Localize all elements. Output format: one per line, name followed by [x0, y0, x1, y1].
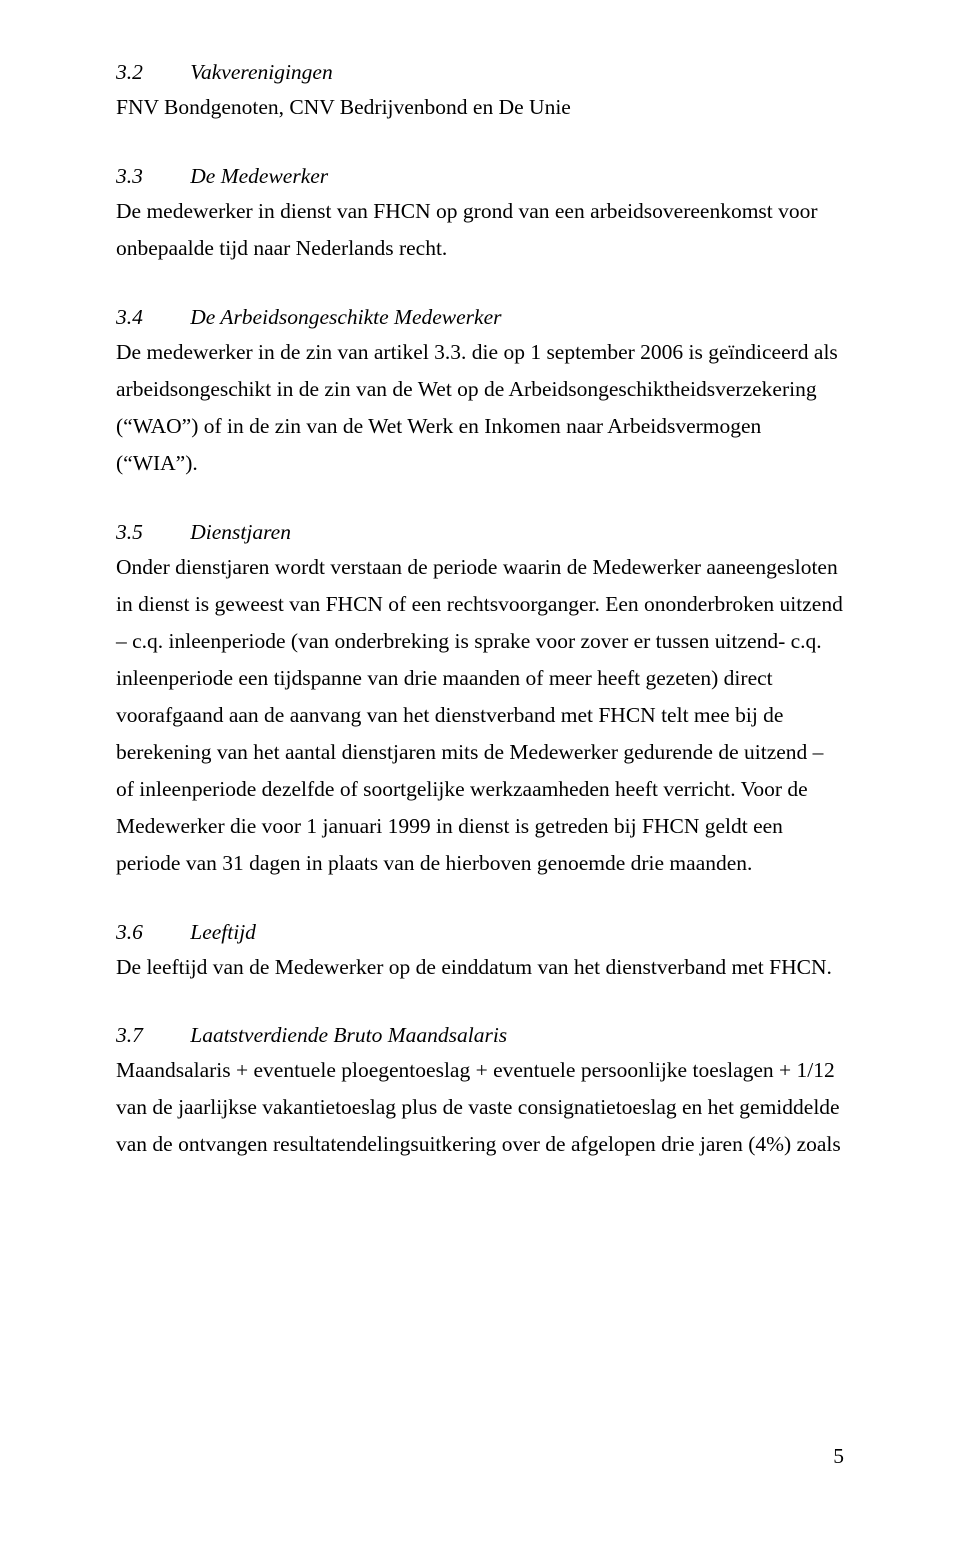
section-number: 3.7	[116, 1023, 143, 1047]
section-heading: 3.7 Laatstverdiende Bruto Maandsalaris	[116, 1023, 844, 1048]
section-3-7: 3.7 Laatstverdiende Bruto Maandsalaris M…	[116, 1023, 844, 1163]
section-body: De medewerker in dienst van FHCN op gron…	[116, 193, 844, 267]
section-title: De Arbeidsongeschikte Medewerker	[190, 305, 501, 329]
section-3-3: 3.3 De Medewerker De medewerker in diens…	[116, 164, 844, 267]
section-body: De medewerker in de zin van artikel 3.3.…	[116, 334, 844, 482]
section-title: Leeftijd	[190, 920, 256, 944]
section-title: Laatstverdiende Bruto Maandsalaris	[190, 1023, 507, 1047]
section-body: Onder dienstjaren wordt verstaan de peri…	[116, 549, 844, 882]
section-number: 3.4	[116, 305, 143, 329]
section-3-5: 3.5 Dienstjaren Onder dienstjaren wordt …	[116, 520, 844, 882]
section-title: Vakverenigingen	[190, 60, 332, 84]
section-number: 3.6	[116, 920, 143, 944]
section-3-2: 3.2 Vakverenigingen FNV Bondgenoten, CNV…	[116, 60, 844, 126]
section-number: 3.2	[116, 60, 143, 84]
section-number: 3.3	[116, 164, 143, 188]
section-heading: 3.4 De Arbeidsongeschikte Medewerker	[116, 305, 844, 330]
section-title: De Medewerker	[190, 164, 328, 188]
section-body: De leeftijd van de Medewerker op de eind…	[116, 949, 844, 986]
section-heading: 3.6 Leeftijd	[116, 920, 844, 945]
section-heading: 3.3 De Medewerker	[116, 164, 844, 189]
section-title: Dienstjaren	[190, 520, 291, 544]
section-body: FNV Bondgenoten, CNV Bedrijvenbond en De…	[116, 89, 844, 126]
page-number: 5	[833, 1444, 844, 1469]
section-heading: 3.5 Dienstjaren	[116, 520, 844, 545]
section-3-4: 3.4 De Arbeidsongeschikte Medewerker De …	[116, 305, 844, 482]
section-3-6: 3.6 Leeftijd De leeftijd van de Medewerk…	[116, 920, 844, 986]
section-body: Maandsalaris + eventuele ploegentoeslag …	[116, 1052, 844, 1163]
section-number: 3.5	[116, 520, 143, 544]
section-heading: 3.2 Vakverenigingen	[116, 60, 844, 85]
